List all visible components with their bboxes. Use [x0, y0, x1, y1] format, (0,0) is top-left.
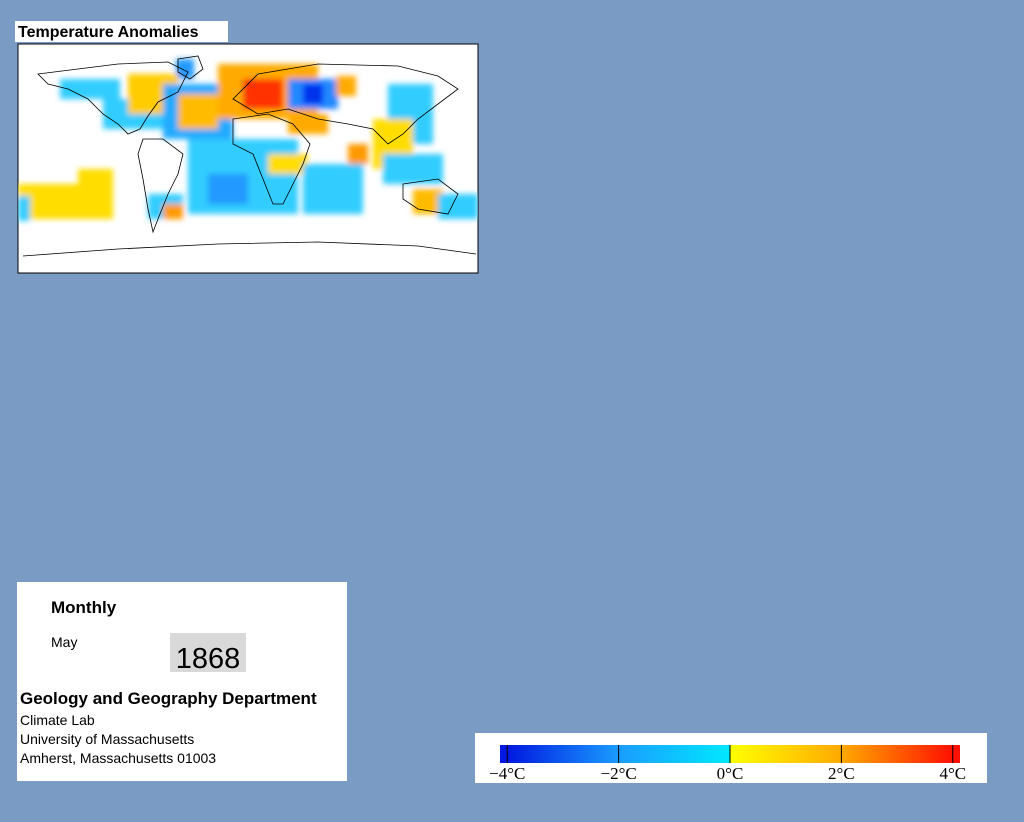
info-line: Climate Lab	[20, 712, 95, 728]
title-bg	[15, 21, 228, 42]
tick-label: 0°C	[717, 764, 744, 783]
tick-label: −4°C	[489, 764, 525, 783]
info-line: Amherst, Massachusetts 01003	[20, 750, 216, 766]
tick-label: −2°C	[601, 764, 637, 783]
info-line: University of Massachusetts	[20, 731, 194, 747]
department: Geology and Geography Department	[20, 689, 317, 708]
year-box	[170, 633, 246, 672]
tick-label: 4°C	[939, 764, 966, 783]
month: May	[51, 634, 77, 650]
map-title: Temperature Anomalies	[18, 24, 199, 41]
anomaly-field	[18, 59, 478, 221]
tick-label: 2°C	[828, 764, 855, 783]
info-panel	[17, 582, 347, 781]
frequency: Monthly	[51, 598, 117, 617]
coastlines	[22, 55, 477, 257]
map	[17, 43, 479, 274]
colorbar-axis: −4°C −2°C 0°C 2°C 4°C	[489, 745, 966, 783]
year: 1868	[176, 643, 241, 675]
